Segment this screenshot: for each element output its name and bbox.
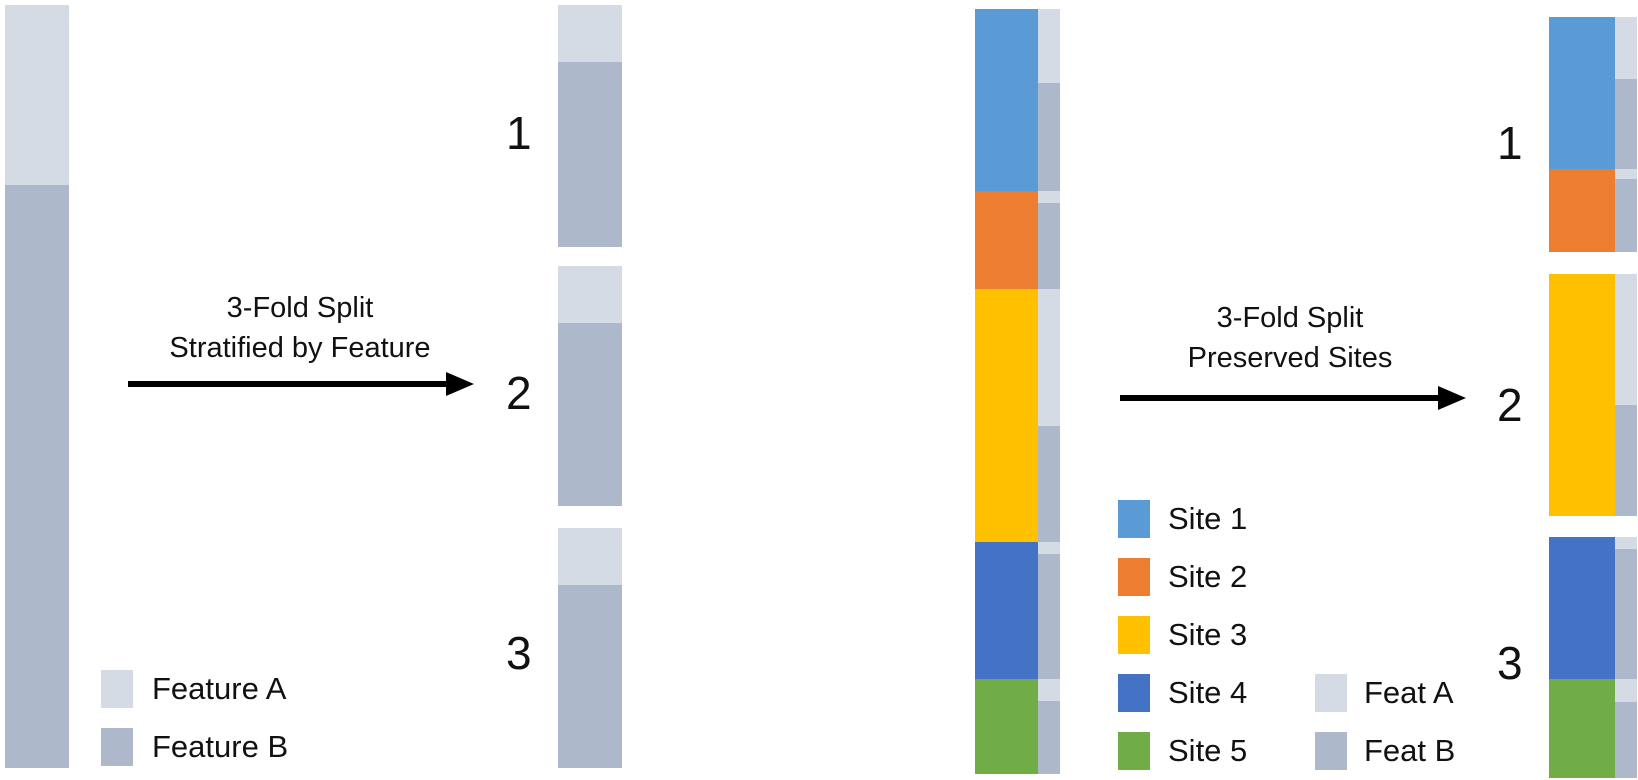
right-fold-3-label: 3 bbox=[1497, 637, 1523, 689]
legend-swatch-site-4 bbox=[1118, 674, 1150, 712]
fold-3-site-5 bbox=[1549, 679, 1615, 778]
legend-label-feature-a: Feature A bbox=[152, 671, 287, 706]
fold-1-site-2 bbox=[1549, 169, 1615, 252]
legend-swatch-feature-a bbox=[101, 670, 133, 708]
fold-3-s4-feat-b bbox=[1615, 549, 1637, 679]
full-s3-feat-a bbox=[1038, 289, 1060, 426]
fold-3-site-4 bbox=[1549, 537, 1615, 679]
full-s1-feat-a bbox=[1038, 9, 1060, 83]
fold-2-feature-a bbox=[558, 266, 622, 323]
full-s1-feat-b bbox=[1038, 83, 1060, 191]
right-caption-line1: 3-Fold Split bbox=[1216, 302, 1364, 334]
legend-label-site-1: Site 1 bbox=[1168, 501, 1248, 536]
legend-swatch-site-1 bbox=[1118, 500, 1150, 538]
fold-2-s3-feat-a bbox=[1615, 274, 1637, 405]
legend-label-site-5: Site 5 bbox=[1168, 733, 1248, 768]
fold-1-s1-feat-b bbox=[1615, 79, 1637, 169]
fold-2-site-3 bbox=[1549, 274, 1615, 516]
left-split-arrow bbox=[128, 372, 474, 396]
full-site-5 bbox=[975, 679, 1038, 774]
fold-2-s3-feat-b bbox=[1615, 405, 1637, 516]
legend-label-site-4: Site 4 bbox=[1168, 675, 1248, 710]
fold-1-site-1 bbox=[1549, 17, 1615, 169]
full-s3-feat-b bbox=[1038, 426, 1060, 542]
legend-label-feat-a: Feat A bbox=[1364, 675, 1454, 710]
right-fold-1-label: 1 bbox=[1497, 117, 1523, 169]
legend-label-site-2: Site 2 bbox=[1168, 559, 1248, 594]
fold-1-s2-feat-b bbox=[1615, 179, 1637, 252]
fold-1-feature-b bbox=[558, 62, 622, 247]
fold-2-feature-b bbox=[558, 323, 622, 506]
fold-1-s2-feat-a bbox=[1615, 169, 1637, 179]
left-fold-3-label: 3 bbox=[506, 627, 532, 679]
full-site-3 bbox=[975, 289, 1038, 542]
full-site-4 bbox=[975, 542, 1038, 679]
right-split-caption: 3-Fold Split Preserved Sites bbox=[1110, 298, 1470, 378]
fold-1-feature-a bbox=[558, 5, 622, 62]
fold-3-feature-a bbox=[558, 528, 622, 585]
fold-3-s5-feat-a bbox=[1615, 679, 1637, 702]
legend-swatch-feat-a bbox=[1315, 674, 1347, 712]
fold-3-s4-feat-a bbox=[1615, 537, 1637, 549]
full-site-1 bbox=[975, 9, 1038, 191]
legend-swatch-site-3 bbox=[1118, 616, 1150, 654]
full-s4-feat-a bbox=[1038, 542, 1060, 554]
legend-swatch-site-5 bbox=[1118, 732, 1150, 770]
fold-3-s5-feat-b bbox=[1615, 702, 1637, 778]
legend-label-feature-b: Feature B bbox=[152, 729, 289, 764]
left-split-caption: 3-Fold Split Stratified by Feature bbox=[120, 288, 480, 368]
right-caption-line2: Preserved Sites bbox=[1187, 342, 1393, 374]
legend-swatch-feature-b bbox=[101, 728, 133, 766]
full-s5-feat-b bbox=[1038, 701, 1060, 774]
full-s5-feat-a bbox=[1038, 679, 1060, 701]
left-fold-2-label: 2 bbox=[506, 367, 532, 419]
left-caption-line1: 3-Fold Split bbox=[226, 292, 374, 324]
full-s2-feat-a bbox=[1038, 191, 1060, 203]
legend-label-site-3: Site 3 bbox=[1168, 617, 1248, 652]
fold-1-s1-feat-a bbox=[1615, 17, 1637, 79]
right-fold-2-label: 2 bbox=[1497, 379, 1523, 431]
right-split-arrow bbox=[1120, 386, 1466, 410]
full-bar-feature-b bbox=[5, 185, 69, 768]
fold-3-feature-b bbox=[558, 585, 622, 768]
legend-swatch-feat-b bbox=[1315, 732, 1347, 770]
full-site-2 bbox=[975, 191, 1038, 289]
left-caption-line2: Stratified by Feature bbox=[169, 332, 431, 364]
full-s4-feat-b bbox=[1038, 554, 1060, 679]
left-fold-1-label: 1 bbox=[506, 107, 532, 159]
full-s2-feat-b bbox=[1038, 203, 1060, 289]
full-bar-feature-a bbox=[5, 5, 69, 185]
legend-swatch-site-2 bbox=[1118, 558, 1150, 596]
legend-label-feat-b: Feat B bbox=[1364, 733, 1456, 768]
